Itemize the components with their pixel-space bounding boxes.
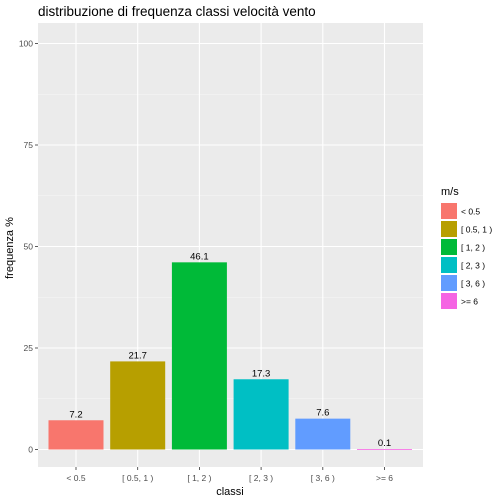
legend-label: [ 1, 2 ) xyxy=(461,243,485,253)
chart-title: distribuzione di frequenza classi veloci… xyxy=(38,4,316,19)
x-tick-label: [ 3, 6 ) xyxy=(311,473,335,483)
legend-key xyxy=(441,221,457,237)
legend-key xyxy=(441,293,457,309)
legend-label: >= 6 xyxy=(461,297,478,307)
y-tick-label: 25 xyxy=(24,343,34,353)
bar xyxy=(357,449,412,450)
y-tick-label: 100 xyxy=(19,39,33,49)
bar xyxy=(171,262,227,450)
data-label: 21.7 xyxy=(128,350,147,361)
data-label: 7.6 xyxy=(316,408,329,419)
data-label: 17.3 xyxy=(252,368,271,379)
legend-title: m/s xyxy=(441,186,459,198)
x-axis-ticks: < 0.5 [ 0.5, 1 ) [ 1, 2 ) [ 2, 3 ) [ 3, 6 ) >… xyxy=(66,467,393,483)
legend-label: [ 0.5, 1 ) xyxy=(461,225,492,235)
x-axis-title: classi xyxy=(216,486,244,498)
data-label: 0.1 xyxy=(378,438,391,449)
legend-key xyxy=(441,239,457,255)
data-label: 7.2 xyxy=(69,409,82,420)
bar xyxy=(110,361,166,450)
legend: m/s < 0.5 [ 0.5, 1 ) [ 1, 2 ) [ 2, 3 ) [ 3, … xyxy=(441,186,492,309)
x-tick-label: >= 6 xyxy=(376,473,393,483)
x-tick-label: [ 2, 3 ) xyxy=(249,473,273,483)
y-tick-label: 75 xyxy=(24,140,34,150)
legend-key xyxy=(441,257,457,273)
legend-key xyxy=(441,275,457,291)
legend-label: [ 2, 3 ) xyxy=(461,261,485,271)
y-tick-label: 50 xyxy=(24,242,34,252)
data-label: 46.1 xyxy=(190,251,209,262)
legend-label: < 0.5 xyxy=(461,207,480,217)
y-tick-label: 0 xyxy=(28,445,33,455)
legend-key xyxy=(441,203,457,219)
bar xyxy=(295,418,351,450)
bar xyxy=(233,379,289,450)
y-axis-title: frequenza % xyxy=(4,217,16,279)
x-tick-label: < 0.5 xyxy=(66,473,85,483)
plot-panel xyxy=(38,23,423,467)
legend-label: [ 3, 6 ) xyxy=(461,279,485,289)
bar xyxy=(48,420,104,450)
x-tick-label: [ 0.5, 1 ) xyxy=(122,473,153,483)
x-tick-label: [ 1, 2 ) xyxy=(187,473,211,483)
bars-group: 7.2 21.7 46.1 17.3 7.6 0.1 xyxy=(48,251,412,450)
y-axis-ticks: 0 25 50 75 100 xyxy=(19,39,38,455)
